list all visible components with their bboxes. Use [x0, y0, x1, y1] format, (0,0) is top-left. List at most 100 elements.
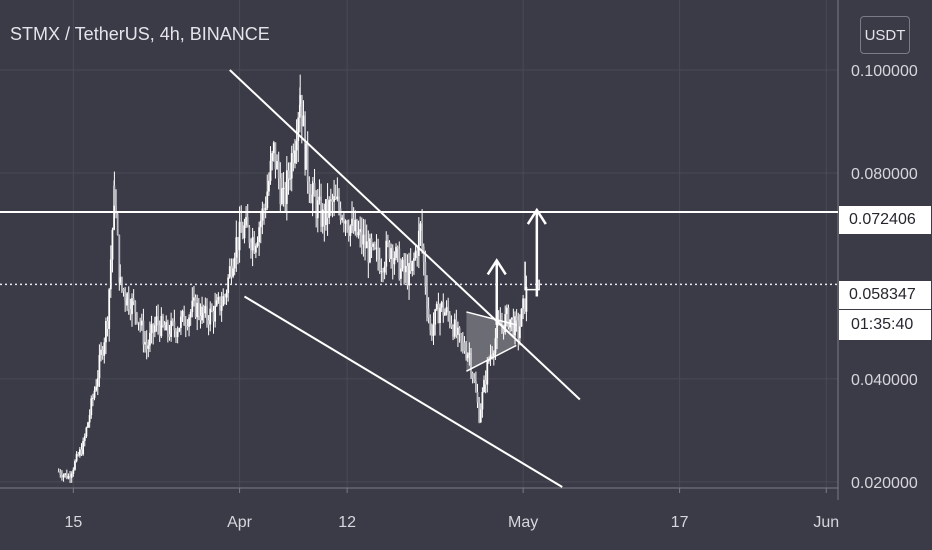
- candle-body: [149, 333, 151, 346]
- time-tick-label: 15: [64, 514, 82, 531]
- candle-body: [372, 243, 375, 247]
- candle-body: [471, 373, 474, 379]
- candle-body: [409, 263, 412, 271]
- candle-body: [131, 298, 133, 315]
- candle-body: [504, 314, 507, 333]
- candle-body: [144, 342, 146, 345]
- candle-body: [91, 397, 94, 399]
- candle-body: [292, 153, 295, 164]
- candle-body: [430, 329, 433, 336]
- resistance-price-label: 0.072406: [839, 206, 931, 234]
- candle-body: [287, 170, 290, 179]
- candle-body: [166, 322, 169, 335]
- candle-body: [486, 361, 489, 385]
- candle-body: [119, 277, 122, 283]
- candle-body: [383, 266, 386, 273]
- candle-body: [62, 474, 65, 478]
- candle-body: [416, 250, 419, 257]
- candle-body: [478, 402, 481, 423]
- candle-body: [259, 220, 262, 228]
- candle-body: [339, 208, 342, 221]
- candle-body: [85, 427, 88, 437]
- candle-body: [323, 209, 326, 226]
- candle-body: [496, 322, 498, 339]
- candle-body: [499, 320, 502, 326]
- candle-body: [463, 342, 466, 352]
- candle-body: [281, 188, 283, 205]
- candle-body: [181, 311, 184, 317]
- candle-body: [489, 354, 492, 360]
- candle-body: [246, 217, 249, 228]
- candle-body: [228, 266, 231, 278]
- candle-body: [253, 237, 256, 253]
- candle-body: [204, 305, 207, 314]
- candle-body: [186, 326, 189, 328]
- candle-body: [199, 315, 202, 321]
- candle-body: [158, 325, 161, 337]
- candle-body: [447, 307, 450, 315]
- time-axis-labels: 15 Apr 12 May 17 Jun: [64, 488, 839, 531]
- candle-body: [315, 196, 318, 219]
- price-tick-label: 0.020000: [851, 475, 918, 492]
- candle-body: [173, 321, 176, 331]
- candle-body: [411, 260, 414, 271]
- candle-body: [426, 286, 428, 309]
- target-arrow-small-head: [486, 258, 507, 276]
- candle-body: [481, 392, 484, 410]
- candle-body: [209, 308, 212, 325]
- candle-body: [95, 386, 98, 391]
- candle-body: [191, 300, 194, 313]
- candle-body: [497, 320, 500, 323]
- candle-body: [245, 217, 247, 226]
- candle-body: [219, 297, 221, 311]
- candle-body: [297, 117, 300, 142]
- candle-body: [393, 257, 396, 265]
- candle-body: [118, 234, 121, 283]
- candle-body: [421, 223, 423, 247]
- candle-body: [352, 218, 355, 232]
- candle-body: [202, 306, 205, 314]
- price-axis-panel: [838, 0, 932, 550]
- channel-upper-trendline: [229, 69, 581, 401]
- candle-body: [163, 325, 166, 331]
- candle-body: [432, 324, 435, 336]
- candle-body: [168, 334, 171, 337]
- current-price-label: 0.058347: [839, 281, 931, 309]
- candle-body: [408, 263, 410, 286]
- candle-body: [427, 308, 430, 318]
- candle-body: [313, 183, 316, 197]
- candle-body: [175, 330, 177, 338]
- candles: [57, 74, 528, 483]
- candle-body: [492, 353, 495, 356]
- candle-body: [233, 257, 236, 269]
- candle-body: [210, 308, 213, 311]
- drawings[interactable]: [0, 69, 838, 488]
- candle-body: [250, 242, 252, 251]
- candle-body: [108, 289, 111, 329]
- candle-body: [237, 237, 239, 251]
- candle-body: [254, 245, 257, 253]
- currency-button[interactable]: USDT: [860, 16, 910, 54]
- candle-body: [214, 305, 217, 322]
- candle-body: [347, 229, 350, 236]
- candle-body: [206, 305, 208, 321]
- candle-body: [445, 307, 448, 313]
- candle-body: [377, 247, 379, 260]
- candle-body: [269, 160, 272, 181]
- candle-body: [103, 342, 106, 356]
- candle-body: [525, 286, 528, 312]
- candle-body: [382, 271, 384, 273]
- candle-body: [241, 232, 244, 239]
- candle-body: [518, 326, 521, 339]
- candle-body: [357, 232, 360, 236]
- candle-body: [109, 259, 112, 290]
- candle-body: [268, 180, 270, 192]
- candle-body: [375, 247, 378, 249]
- channel-lower-trendline: [243, 295, 563, 488]
- candle-body: [424, 261, 427, 287]
- candle-body: [404, 265, 407, 273]
- candle-body: [171, 320, 174, 322]
- candle-body: [75, 454, 78, 462]
- candle-body: [354, 220, 357, 232]
